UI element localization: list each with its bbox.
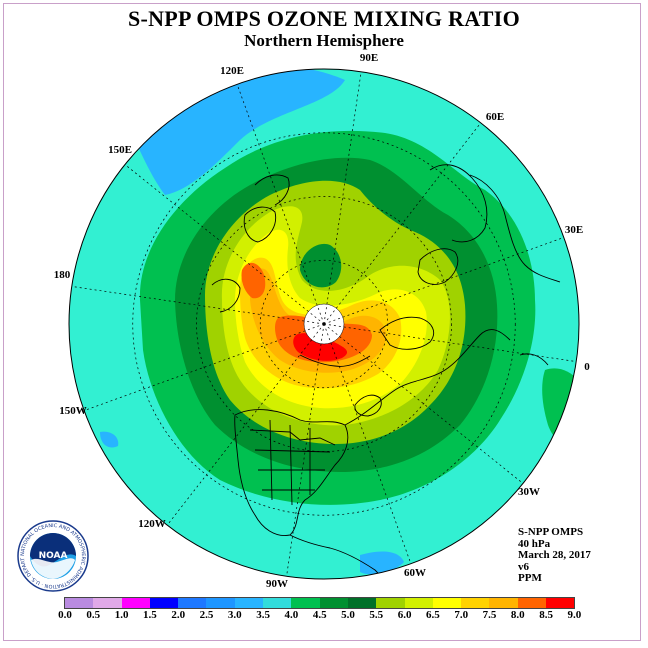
lon-label-60w: 60W [404,567,426,579]
lon-label-120e: 120E [220,65,244,77]
noaa-logo: NATIONAL OCEANIC AND ATMOSPHERIC ADMINIS… [17,520,89,592]
colorbar-tick-label: 9.0 [567,609,582,621]
ozone-7.5-8.0-region-west [241,262,266,299]
graticule [69,69,579,579]
colorbar-tick-label: 7.5 [482,609,497,621]
colorbar-segment [149,598,179,608]
info-level: 40 hPa [518,537,551,550]
colorbar-segment [121,598,150,608]
lon-label-60e: 60E [486,111,504,123]
map-boundary-circle [68,68,580,580]
info-instrument: S-NPP OMPS [518,526,584,538]
colorbar-segment [461,598,490,608]
colorbar-segment [432,598,462,608]
latitude-circle-15 [132,132,516,516]
colorbar-segment [234,598,264,608]
colorbar-tick-label: 3.0 [227,609,242,621]
colorbar-segment [291,598,320,608]
colorbar-tick-label: 8.0 [510,609,525,621]
colorbar-tick-label: 8.5 [539,609,553,621]
info-units: PPM [518,572,542,584]
lon-label-30e: 30E [565,224,583,236]
meridians [69,69,579,579]
colorbar-tick-label: 4.0 [284,609,299,621]
colorbar-tick-label: 0.0 [58,609,72,621]
colorbar-tick-label: 3.5 [256,609,270,621]
colorbar-tick-label: 7.0 [454,609,469,621]
plot-frame [3,3,641,641]
page-subtitle: Northern Hemisphere [244,31,404,50]
colorbar-segment [93,598,122,608]
ozone-field [69,69,579,579]
ozone-4.5-5.0-island [300,243,342,288]
colorbar-segment [489,598,518,608]
colorbar-tick-label: 2.5 [199,609,214,621]
longitude-labels: 90E 60E 30E 0 30W 60W 90W 120W 150W 180 … [54,52,591,590]
ozone-8.0-8.5-region [293,333,348,361]
colorbar-segment [178,598,207,608]
latitude-circle-60 [259,259,389,389]
colorbar-tick-label: 2.0 [171,609,186,621]
colorbar-tick-label: 1.0 [114,609,129,621]
colorbar-tick-label: 0.5 [86,609,101,621]
ozone-3.0-3.5-region-south [360,551,404,575]
colorbar-segment [517,598,547,608]
colorbar-segment [376,598,405,608]
latitude-circle-30 [196,196,452,452]
colorbar-segment [65,598,94,608]
colorbar-segment [206,598,235,608]
colorbar [64,597,576,609]
info-version: v6 [518,560,529,573]
lon-label-150w: 150W [59,405,87,417]
lon-label-90w: 90W [266,578,288,590]
page-title: S-NPP OMPS OZONE MIXING RATIO [127,6,521,31]
lon-label-0: 0 [584,361,590,373]
lon-label-90e: 90E [360,52,378,64]
lon-label-30w: 30W [518,486,540,498]
colorbar-segment [319,598,348,608]
lon-label-120w: 120W [138,518,166,530]
lon-label-150e: 150E [108,144,132,156]
colorbar-segment [404,598,433,608]
info-date: March 28, 2017 [518,549,591,561]
lon-label-180: 180 [54,269,71,281]
noaa-logo-text: NOAA [39,551,68,561]
ozone-3.0-3.5-region-west [100,431,119,448]
colorbar-tick-label: 4.5 [312,609,327,621]
colorbar-tick-label: 1.5 [143,609,157,621]
colorbar-tick-label: 5.0 [341,609,355,621]
colorbar-segment [347,598,377,608]
colorbar-tick-label: 5.5 [369,609,384,621]
colorbar-tick-label: 6.0 [397,609,412,621]
colorbar-segment [546,598,575,608]
coastlines [211,164,561,579]
colorbar-tick-label: 6.5 [426,609,440,621]
colorbar-segment [263,598,292,608]
product-info: S-NPP OMPS 40 hPa March 28, 2017 v6 PPM [518,526,591,585]
